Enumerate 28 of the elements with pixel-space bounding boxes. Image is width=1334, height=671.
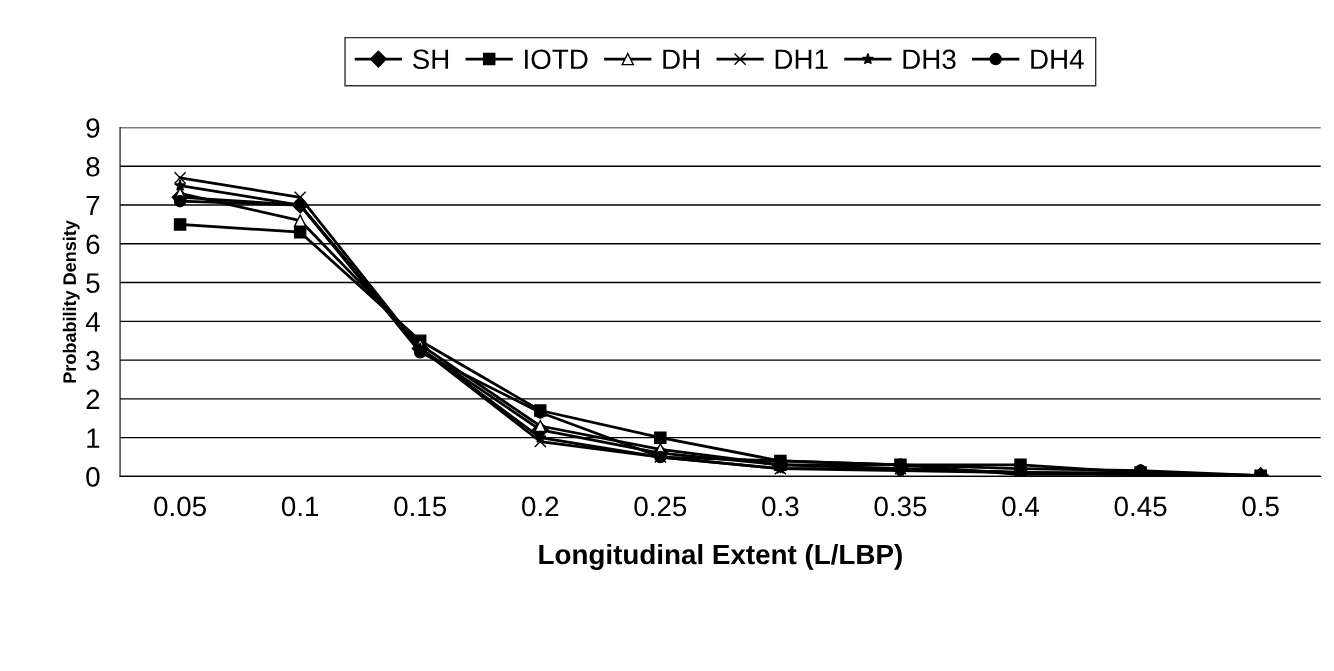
- x-tick-label: 0.2: [522, 496, 559, 517]
- y-tick-label: 5: [86, 273, 100, 293]
- x-tick-label: 0.3: [762, 496, 799, 517]
- y-tick-label: 7: [86, 195, 100, 216]
- x-tick-label: 0.4: [1002, 496, 1040, 517]
- x-tick-label: 0.1: [281, 496, 319, 517]
- legend-label: IOTD: [525, 49, 588, 70]
- legend-label: SH: [412, 49, 449, 70]
- y-tick-label: 1: [87, 428, 100, 448]
- y-tick-label: 2: [86, 389, 100, 409]
- legend-label: DH1: [775, 49, 828, 69]
- x-axis-title: Longitudinal Extent (L/LBP): [539, 543, 902, 570]
- x-tick-label: 0.05: [154, 496, 206, 517]
- legend-label: DH: [663, 49, 699, 69]
- legend-label: DH3: [903, 49, 956, 70]
- y-tick-label: 9: [86, 118, 100, 138]
- y-tick-label: 4: [85, 312, 100, 332]
- legend-label: DH4: [1031, 49, 1084, 69]
- y-tick-label: 8: [86, 156, 100, 177]
- x-tick-label: 0.5: [1242, 496, 1279, 517]
- x-tick-label: 0.45: [1114, 496, 1167, 517]
- y-tick-label: 0: [86, 467, 100, 487]
- y-axis-title: Probability Density: [62, 220, 80, 383]
- x-tick-label: 0.15: [394, 496, 447, 517]
- y-tick-label: 6: [86, 234, 100, 255]
- x-tick-label: 0.25: [634, 496, 687, 517]
- y-tick-label: 3: [86, 350, 100, 371]
- x-tick-label: 0.35: [874, 496, 927, 517]
